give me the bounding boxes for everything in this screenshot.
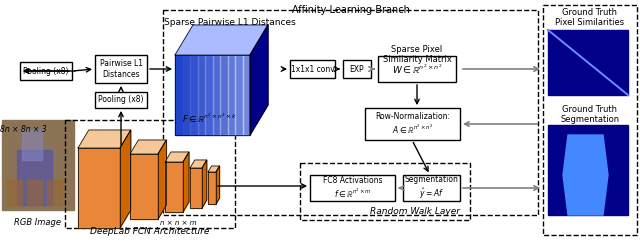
Bar (300, 163, 470, 220)
Polygon shape (205, 55, 212, 135)
Text: FC8 Activations
$f \in \mathbb{R}^{n^2 \times m}$: FC8 Activations $f \in \mathbb{R}^{n^2 \… (323, 176, 382, 200)
Bar (27, 180, 42, 205)
Polygon shape (78, 130, 131, 148)
Bar (548, 125, 628, 215)
Text: Ground Truth
Segmentation: Ground Truth Segmentation (561, 105, 620, 124)
Bar (543, 5, 637, 235)
Text: DeepLab FCN Architecture: DeepLab FCN Architecture (90, 227, 210, 236)
Bar (47, 180, 62, 205)
Bar (17, 150, 52, 205)
Text: Pooling (x8): Pooling (x8) (99, 95, 144, 105)
Text: 1x1x1 conv: 1x1x1 conv (291, 65, 334, 74)
Polygon shape (227, 55, 235, 135)
Polygon shape (250, 25, 268, 135)
Text: Ground Truth
Pixel Similarities: Ground Truth Pixel Similarities (556, 8, 625, 27)
Text: Row-Normalization:
$A \in \mathbb{R}^{n^2 \times n^2}$: Row-Normalization: $A \in \mathbb{R}^{n^… (375, 112, 450, 136)
Text: Sparse Pixel
Similarity Matrix: Sparse Pixel Similarity Matrix (383, 45, 451, 64)
Text: Pooling (x8): Pooling (x8) (23, 67, 68, 75)
Text: $W \in \mathbb{R}^{n^2 \times n^2}$: $W \in \mathbb{R}^{n^2 \times n^2}$ (392, 62, 442, 76)
Polygon shape (563, 135, 608, 215)
Polygon shape (78, 148, 120, 228)
FancyBboxPatch shape (403, 175, 460, 201)
Bar (2, 120, 74, 210)
Text: Segmentation
$\hat{y} = Af$: Segmentation $\hat{y} = Af$ (404, 175, 458, 201)
Polygon shape (190, 55, 198, 135)
Polygon shape (235, 55, 243, 135)
Bar (22, 130, 42, 160)
Polygon shape (175, 55, 250, 135)
Text: 8n × 8n × 3: 8n × 8n × 3 (0, 125, 47, 134)
Text: Pairwise L1
Distances: Pairwise L1 Distances (99, 59, 143, 79)
FancyBboxPatch shape (343, 60, 371, 78)
Bar (7, 180, 22, 205)
Polygon shape (220, 55, 227, 135)
Polygon shape (165, 162, 183, 212)
Polygon shape (183, 152, 189, 212)
FancyBboxPatch shape (95, 55, 147, 83)
FancyBboxPatch shape (290, 60, 335, 78)
Polygon shape (216, 166, 220, 204)
Polygon shape (175, 25, 268, 55)
Polygon shape (158, 140, 166, 219)
FancyBboxPatch shape (310, 175, 395, 201)
Bar (548, 30, 628, 95)
Polygon shape (120, 130, 131, 228)
FancyBboxPatch shape (365, 108, 460, 140)
Polygon shape (198, 55, 205, 135)
FancyBboxPatch shape (95, 92, 147, 108)
Text: Sparse Pairwise L1 Distances: Sparse Pairwise L1 Distances (164, 18, 296, 27)
Text: Random Walk Layer: Random Walk Layer (370, 207, 460, 216)
Text: RGB Image: RGB Image (15, 218, 61, 227)
Polygon shape (208, 172, 216, 204)
Polygon shape (190, 168, 202, 208)
Polygon shape (202, 160, 207, 208)
Polygon shape (190, 160, 207, 168)
FancyBboxPatch shape (378, 56, 456, 82)
Text: n × n × m: n × n × m (160, 220, 196, 226)
Polygon shape (208, 166, 220, 172)
Polygon shape (130, 140, 166, 154)
Polygon shape (165, 152, 189, 162)
Text: EXP: EXP (349, 65, 364, 74)
Bar (163, 10, 538, 215)
FancyBboxPatch shape (20, 62, 72, 80)
Polygon shape (243, 55, 250, 135)
Text: $F \in \mathbb{R}^{n^2 \times n^2 \times k}$: $F \in \mathbb{R}^{n^2 \times n^2 \times… (182, 112, 237, 125)
Polygon shape (130, 154, 158, 219)
Bar (65, 120, 235, 228)
Polygon shape (212, 55, 220, 135)
Text: Affinity Learning Branch: Affinity Learning Branch (292, 5, 410, 15)
